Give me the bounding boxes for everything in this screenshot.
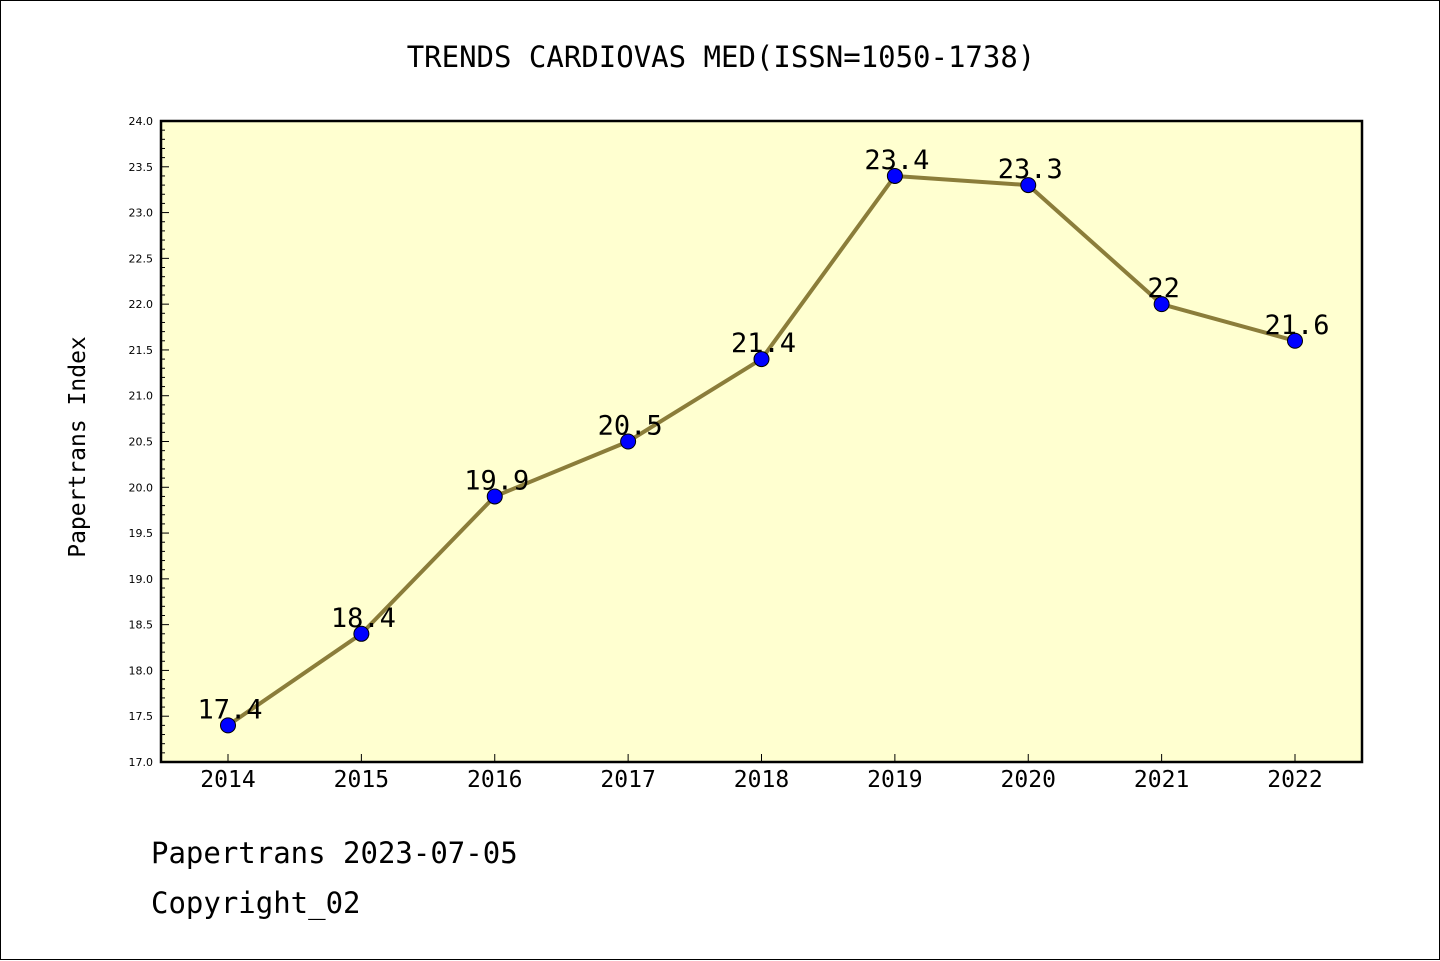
y-tick-label: 17.5	[129, 710, 154, 723]
y-tick-label: 21.5	[129, 344, 154, 357]
data-point	[220, 717, 236, 734]
y-tick-label: 23.0	[129, 207, 154, 220]
plot-area	[161, 121, 1362, 762]
data-label: 18.4	[331, 603, 396, 634]
chart-title: TRENDS CARDIOVAS MED(ISSN=1050-1738)	[407, 40, 1036, 74]
x-tick-label: 2019	[867, 767, 922, 793]
y-tick-label: 17.0	[129, 756, 154, 769]
x-tick-label: 2018	[734, 767, 789, 793]
x-tick-label: 2017	[600, 767, 655, 793]
data-label: 21.4	[731, 328, 796, 359]
y-tick-label: 20.5	[129, 436, 154, 449]
data-point	[753, 351, 770, 368]
data-point	[1020, 177, 1037, 194]
y-tick-label: 22.5	[129, 252, 154, 265]
y-tick-label: 20.0	[129, 481, 154, 494]
source-date-text: Papertrans 2023-07-05	[151, 836, 518, 870]
y-tick-label: 19.0	[129, 573, 154, 586]
data-label: 19.9	[464, 465, 529, 496]
y-tick-label: 24.0	[129, 115, 154, 128]
plot-frame	[159, 119, 1364, 764]
data-label: 22	[1147, 273, 1180, 304]
y-tick-label: 22.0	[129, 298, 154, 311]
y-tick-label: 18.5	[129, 619, 154, 632]
data-label: 21.6	[1264, 310, 1329, 341]
x-tick-label: 2015	[334, 767, 389, 793]
data-point	[1153, 296, 1170, 313]
data-label: 23.4	[864, 145, 929, 176]
x-tick-label: 2022	[1267, 767, 1322, 793]
x-tick-label: 2020	[1001, 767, 1056, 793]
y-tick-label: 19.5	[129, 527, 154, 540]
x-tick-label: 2014	[200, 767, 255, 793]
x-tick-label: 2021	[1134, 767, 1189, 793]
data-label: 23.3	[998, 154, 1063, 185]
data-point	[620, 433, 637, 450]
data-point	[486, 488, 503, 505]
data-label: 20.5	[598, 411, 663, 442]
data-label: 17.4	[197, 694, 262, 725]
y-axis-label: Papertrans Index	[65, 336, 91, 558]
copyright-text: Copyright_02	[151, 886, 361, 920]
y-tick-label: 23.5	[129, 161, 154, 174]
data-point	[353, 625, 370, 642]
y-tick-label: 18.0	[129, 664, 154, 677]
data-point	[886, 167, 903, 184]
data-point	[1287, 332, 1303, 349]
y-tick-label: 21.0	[129, 390, 154, 403]
x-tick-label: 2016	[467, 767, 522, 793]
